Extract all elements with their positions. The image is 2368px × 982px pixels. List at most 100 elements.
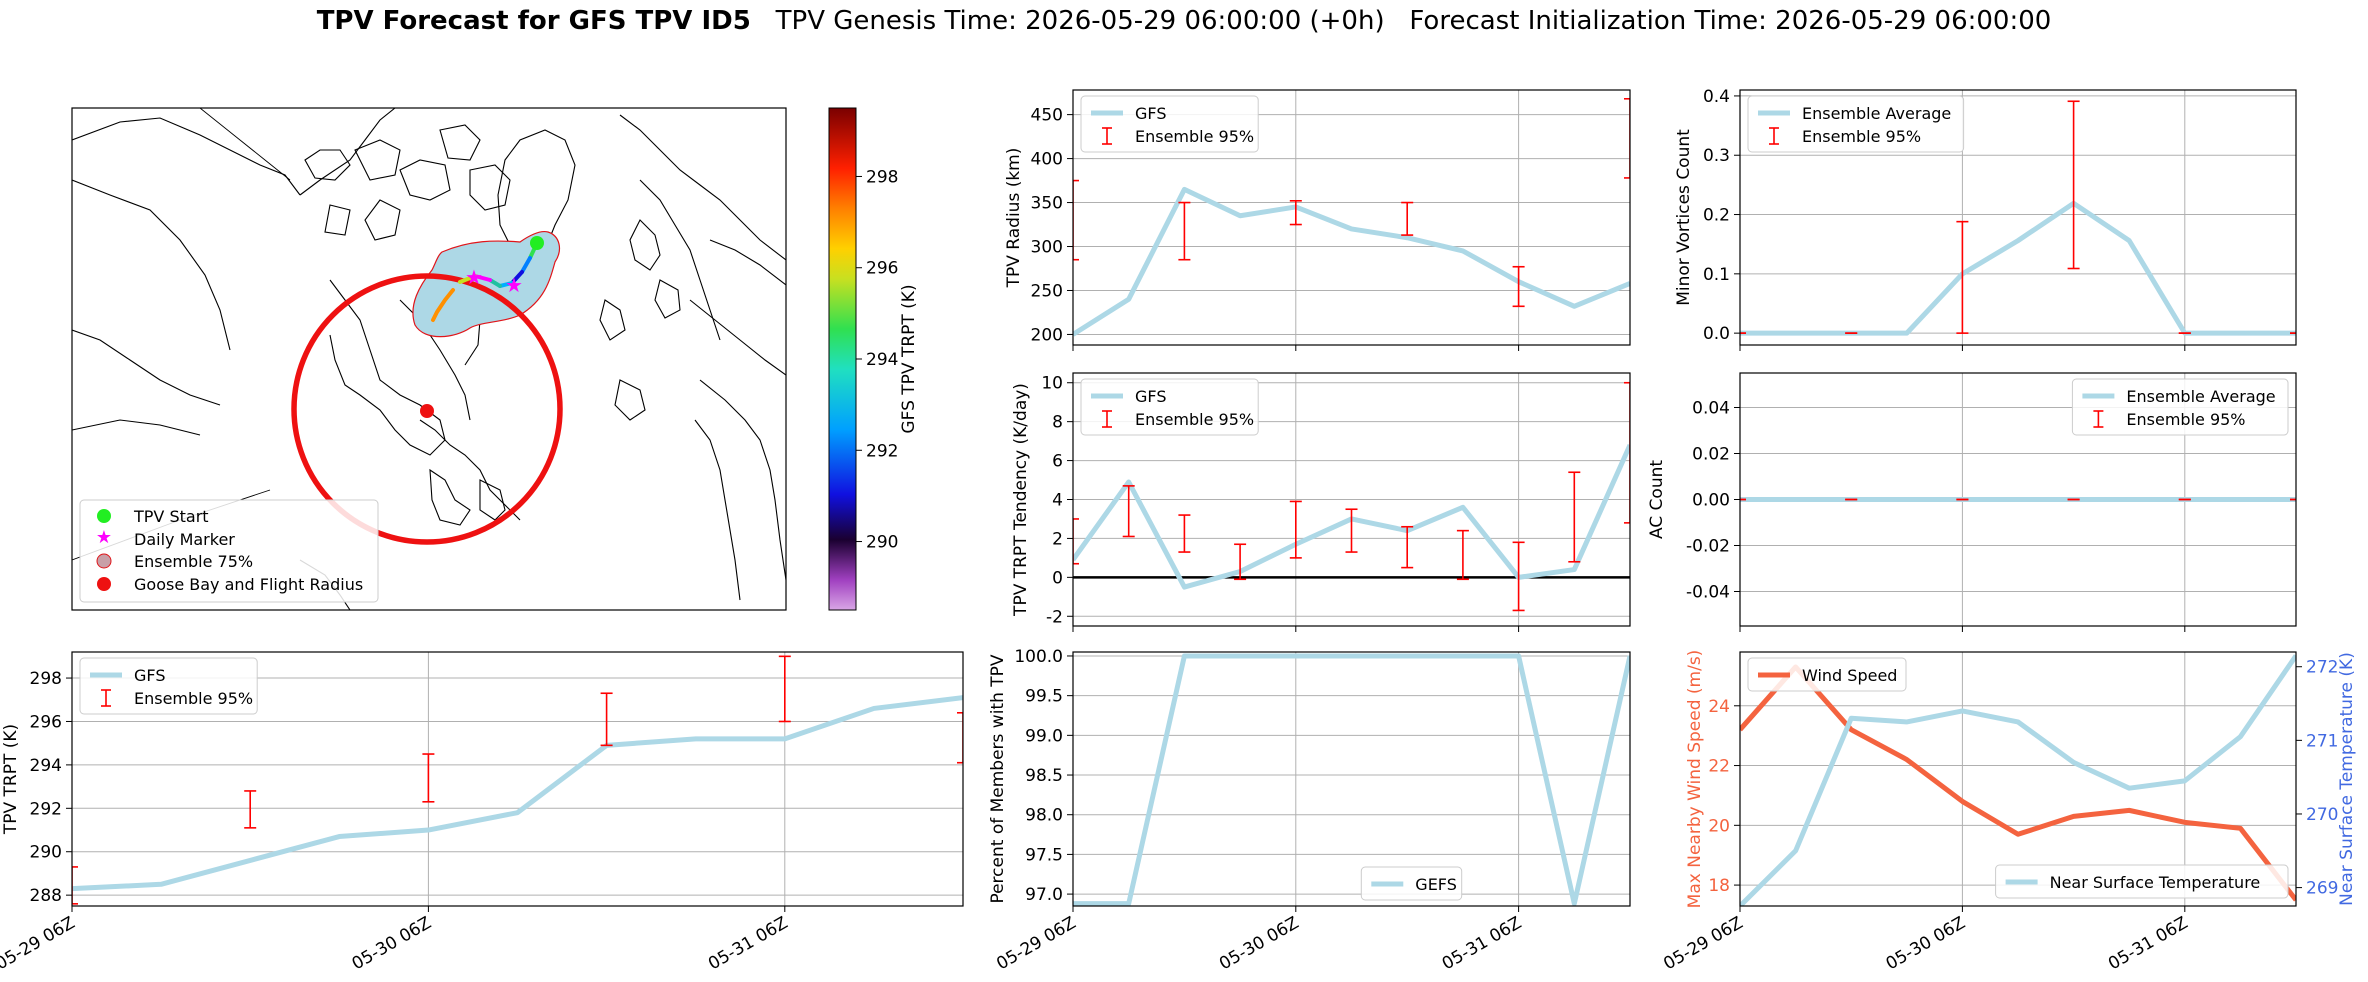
ytick-label: 290 (30, 843, 62, 863)
ytick-label: 100.0 (1014, 647, 1063, 667)
plot-area (1073, 186, 1630, 337)
legend-label: Wind Speed (1802, 666, 1897, 685)
legend-start-icon (97, 509, 111, 523)
ytick-right-label: 269 (2306, 879, 2338, 899)
axes-frame (71, 651, 964, 907)
chart-trpt: 288 290 292 294 296 298 TPV TRPT (K) 05-29 06Z 0… (0, 651, 964, 974)
ylabel-right: Near Surface Temperature (K) (2337, 652, 2357, 906)
legend-label: Ensemble 95% (1802, 127, 1921, 146)
chart-minor: 0.0 0.1 0.2 0.3 0.4 Minor Vortices Count Ensem… (1674, 87, 2297, 351)
axes-frame (1072, 89, 1631, 346)
ytick-label: 99.5 (1025, 687, 1063, 707)
ytick-label: -0.02 (1686, 537, 1730, 557)
colorbar-tick-label: 292 (866, 441, 898, 461)
ylabel: AC Count (1647, 460, 1667, 539)
xtick-label: 05-30 06Z (349, 913, 435, 974)
errorbars (1073, 97, 1630, 308)
ytick-label: 99.0 (1025, 726, 1063, 746)
legend-box (1747, 95, 1965, 153)
map-legend: ★ TPV Start Daily Marker Ensemble 75% Go… (79, 499, 379, 603)
ytick-label: 296 (30, 712, 62, 732)
series-line-0 (1073, 186, 1630, 337)
ytick-label: 300 (1031, 238, 1063, 258)
chart-ac: -0.04 -0.02 0.00 0.02 0.04 AC Count Ensemble A… (1647, 372, 2297, 632)
legend-label: Ensemble Average (1802, 104, 1951, 123)
ylabel: TPV TRPT (K) (1, 724, 21, 835)
ytick-label: 200 (1031, 325, 1063, 345)
legend-label: Ensemble Average (2126, 387, 2275, 406)
title-bold: TPV Forecast for GFS TPV ID5 (316, 6, 751, 36)
goose-bay-marker (420, 404, 434, 418)
title-genesis: TPV Genesis Time: 2026-05-29 06:00:00 (+… (775, 6, 1385, 36)
ytick-label: 97.0 (1025, 885, 1063, 905)
map-panel: ★ ★ ★ TPV Start Daily Marker Ensemble 75… (71, 107, 919, 611)
colorbar-tick-label: 298 (866, 167, 898, 187)
tpv-start-marker (530, 236, 544, 250)
legend-label: Ensemble 95% (1135, 127, 1254, 146)
legend-tpv-start: TPV Start (133, 507, 209, 526)
legend-box (1080, 378, 1259, 436)
legend: Near Surface Temperature (1995, 864, 2289, 899)
xtick-label: 05-29 06Z (0, 913, 79, 974)
legend-ensemble-75: Ensemble 75% (134, 552, 253, 571)
xtick-label: 05-31 06Z (2105, 913, 2191, 974)
ytick-label: 18 (1708, 876, 1730, 896)
ytick-label: 10 (1041, 374, 1063, 394)
figure-title: TPV Forecast for GFS TPV ID5 TPV Genesis… (0, 6, 2368, 36)
ytick-label: 350 (1031, 194, 1063, 214)
ytick-label: 98.0 (1025, 806, 1063, 826)
ytick-label: 0.2 (1703, 206, 1730, 226)
ytick-label: 298 (30, 669, 62, 689)
errorbars (1740, 100, 2296, 334)
legend: GFS Ensemble 95% (1080, 378, 1259, 436)
ytick-right-label: 272 (2306, 658, 2338, 678)
colorbar-tick-label: 296 (866, 259, 898, 279)
plot-area (1740, 654, 2296, 906)
ytick-label: 0.0 (1703, 324, 1730, 344)
errorbars (1073, 381, 1630, 612)
ytick-label: 8 (1052, 413, 1063, 433)
xtick-label: 05-30 06Z (1216, 913, 1302, 974)
colorbar-tick-label: 294 (866, 350, 898, 370)
ytick-label: 0.1 (1703, 265, 1730, 285)
legend-daily-marker: Daily Marker (134, 530, 235, 549)
tpv-track (431, 241, 539, 322)
legend: Wind Speed (1747, 657, 1907, 692)
legend-label: Ensemble 95% (2126, 410, 2245, 429)
xtick-label: 05-30 06Z (1883, 913, 1969, 974)
map-coastlines (72, 108, 786, 610)
legend-box (1360, 866, 1463, 901)
xtick-label: 05-29 06Z (1660, 913, 1746, 974)
ylabel: Percent of Members with TPV (988, 654, 1008, 903)
ytick-label: 20 (1708, 816, 1730, 836)
ytick-label: 2 (1052, 529, 1063, 549)
ytick-right-label: 270 (2306, 805, 2338, 825)
legend-goose-bay: Goose Bay and Flight Radius (134, 575, 363, 594)
legend-box (1080, 95, 1259, 153)
series-line-0 (72, 695, 963, 892)
legend: Ensemble Average Ensemble 95% (2071, 378, 2289, 436)
colorbar: 290 292 294 296 298 GFS TPV TRPT (K) (828, 107, 919, 611)
ytick-label: 24 (1708, 697, 1730, 717)
title-init: Forecast Initialization Time: 2026-05-29… (1409, 6, 2052, 36)
xtick-label: 05-29 06Z (993, 913, 1079, 974)
colorbar-ticks: 290 292 294 296 298 (856, 167, 898, 553)
xtick-label: 05-31 06Z (705, 913, 791, 974)
ytick-label: 97.5 (1025, 845, 1063, 865)
legend-box (2071, 378, 2289, 436)
axes-frame (1072, 651, 1631, 907)
legend-box (79, 657, 258, 715)
ytick-label: 0 (1052, 568, 1063, 588)
ytick-label: 22 (1708, 757, 1730, 777)
ytick-label: -0.04 (1686, 583, 1730, 603)
flight-radius-circle (291, 273, 563, 545)
ytick-label: 250 (1031, 281, 1063, 301)
legend-label: Near Surface Temperature (2050, 873, 2261, 892)
ytick-label: 294 (30, 756, 62, 776)
ytick-label: 4 (1052, 491, 1063, 511)
legend-star-icon: ★ (96, 527, 112, 548)
legend: GFS Ensemble 95% (79, 657, 258, 715)
plot-area (1073, 653, 1630, 906)
legend: GFS Ensemble 95% (1080, 95, 1259, 153)
